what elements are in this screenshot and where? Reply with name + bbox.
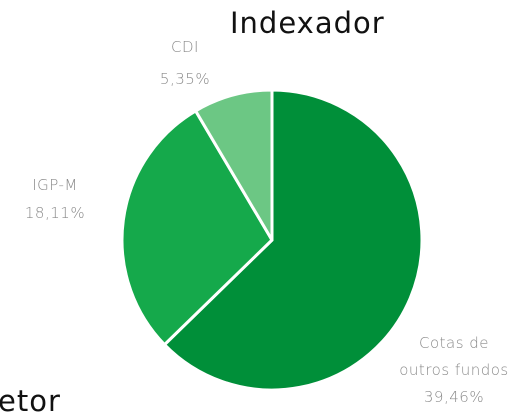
slice-label: Cotas de outros fundos <box>399 334 509 379</box>
pie-slice <box>120 109 274 347</box>
slice-value-label: 18,11% <box>24 204 86 222</box>
slice-value-label: 39,46% <box>423 388 485 406</box>
pie-slice <box>163 88 424 392</box>
slice-label: CDI <box>171 38 199 56</box>
chart-title: Indexador <box>230 6 385 40</box>
slice-value-label: 5,35% <box>159 70 211 88</box>
slice-label: IGP-M <box>32 176 78 194</box>
pie-slice <box>194 88 274 242</box>
next-chart-title: etor <box>0 384 61 418</box>
